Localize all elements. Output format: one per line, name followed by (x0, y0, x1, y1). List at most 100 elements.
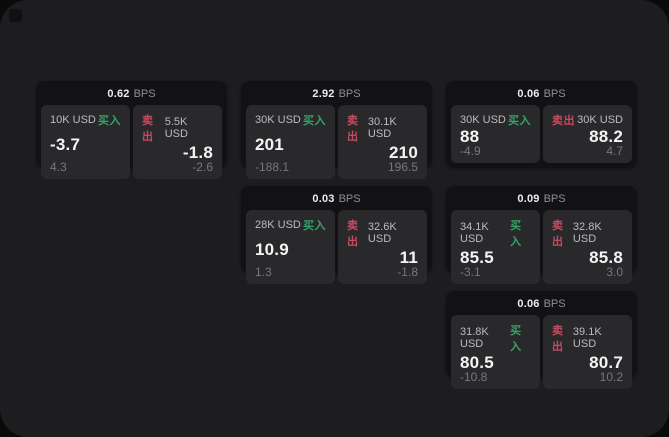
sell-size-label: 5.5K USD (164, 116, 188, 140)
tile-top: 卖出 39.1K USD (552, 322, 623, 354)
buy-badge: 买入 (510, 325, 522, 353)
tile-top: 28K USD 买入 (255, 217, 326, 233)
sell-size-label: 32.6K USD (367, 221, 397, 245)
spread-card: 0.03 BPS 28K USD 买入 10.9 1.3 卖出 32.6K US… (241, 186, 432, 284)
sell-badge: 卖出 (142, 115, 154, 143)
tile-top: 31.8K USD 买入 (460, 322, 531, 354)
sell-badge: 卖出 (552, 115, 575, 127)
spread-card: 0.09 BPS 34.1K USD 买入 85.5 -3.1 卖出 32.8K… (446, 186, 637, 284)
spread-card: 0.62 BPS 10K USD 买入 -3.7 4.3 卖出 5.5K USD… (36, 81, 227, 179)
sell-price: -1.8 (182, 143, 213, 162)
sell-tile[interactable]: 卖出 30.1K USD 210 196.5 (338, 105, 427, 179)
buy-size-label: 10K USD (50, 114, 96, 126)
buy-size-label: 28K USD (255, 219, 301, 231)
buy-price: 88 (460, 127, 480, 146)
bps-value: 2.92 (312, 88, 335, 100)
tile-row: 31.8K USD 买入 80.5 -10.8 卖出 39.1K USD 80.… (451, 315, 632, 389)
sell-size-label: 32.8K USD (572, 221, 602, 245)
buy-size-label: 34.1K USD (460, 221, 489, 245)
buy-tile[interactable]: 34.1K USD 买入 85.5 -3.1 (451, 210, 540, 284)
buy-tile[interactable]: 31.8K USD 买入 80.5 -10.8 (451, 315, 540, 389)
spread-card: 0.06 BPS 30K USD 买入 88 -4.9 卖出 30K USD 8… (446, 81, 637, 168)
bps-unit-label: BPS (338, 88, 361, 100)
bps-unit-label: BPS (543, 88, 566, 100)
tile-top: 卖出 30K USD (552, 112, 623, 128)
tile-row: 34.1K USD 买入 85.5 -3.1 卖出 32.8K USD 85.8… (451, 210, 632, 284)
card-header: 0.62 BPS (41, 85, 222, 103)
sell-size-label: 30.1K USD (367, 116, 397, 140)
tile-row: 28K USD 买入 10.9 1.3 卖出 32.6K USD 11 -1.8 (246, 210, 427, 284)
buy-price: 201 (255, 135, 284, 154)
buy-price: 85.5 (460, 248, 494, 267)
sell-sub-value: 4.7 (606, 144, 623, 158)
buy-tile[interactable]: 30K USD 买入 88 -4.9 (451, 105, 540, 163)
buy-badge: 买入 (508, 115, 531, 127)
sell-price: 85.8 (589, 248, 623, 267)
card-header: 0.06 BPS (451, 85, 632, 103)
tile-top: 卖出 32.8K USD (552, 217, 623, 249)
sell-tile[interactable]: 卖出 39.1K USD 80.7 10.2 (543, 315, 632, 389)
buy-tile[interactable]: 10K USD 买入 -3.7 4.3 (41, 105, 130, 179)
bps-value: 0.09 (517, 193, 540, 205)
sell-sub-value: -1.8 (397, 265, 418, 279)
sell-price: 11 (399, 248, 418, 267)
sell-price: 88.2 (589, 127, 623, 146)
tile-top: 卖出 30.1K USD (347, 112, 418, 144)
sell-sub-value: 196.5 (387, 160, 418, 174)
tile-top: 10K USD 买入 (50, 112, 121, 128)
tile-top: 30K USD 买入 (460, 112, 531, 128)
sell-price: 210 (389, 143, 418, 162)
bps-unit-label: BPS (338, 193, 361, 205)
sell-tile[interactable]: 卖出 32.8K USD 85.8 3.0 (543, 210, 632, 284)
sell-sub-value: -2.6 (192, 160, 213, 174)
sell-tile[interactable]: 卖出 5.5K USD -1.8 -2.6 (133, 105, 222, 179)
buy-badge: 买入 (510, 220, 522, 248)
tile-top: 34.1K USD 买入 (460, 217, 531, 249)
sell-size-label: 30K USD (577, 114, 623, 126)
sell-size-label: 39.1K USD (572, 326, 602, 350)
buy-size-label: 30K USD (255, 114, 301, 126)
bps-value: 0.06 (517, 298, 540, 310)
buy-sub-value: -10.8 (460, 370, 488, 384)
buy-size-label: 30K USD (460, 114, 506, 126)
bps-unit-label: BPS (543, 298, 566, 310)
buy-sub-value: -188.1 (255, 160, 290, 174)
buy-badge: 买入 (303, 220, 326, 232)
tile-top: 卖出 5.5K USD (142, 112, 213, 144)
sell-tile[interactable]: 卖出 32.6K USD 11 -1.8 (338, 210, 427, 284)
card-header: 0.03 BPS (246, 190, 427, 208)
buy-sub-value: -3.1 (460, 265, 481, 279)
sell-price: 80.7 (589, 353, 623, 372)
sell-sub-value: 3.0 (606, 265, 623, 279)
bps-unit-label: BPS (543, 193, 566, 205)
card-header: 0.09 BPS (451, 190, 632, 208)
tile-top: 30K USD 买入 (255, 112, 326, 128)
sell-sub-value: 10.2 (599, 370, 623, 384)
buy-sub-value: 4.3 (50, 160, 67, 174)
buy-sub-value: 1.3 (255, 265, 272, 279)
buy-price: -3.7 (50, 135, 81, 154)
sell-badge: 卖出 (347, 115, 359, 143)
sell-badge: 卖出 (552, 220, 564, 248)
tile-row: 30K USD 买入 88 -4.9 卖出 30K USD 88.2 4.7 (451, 105, 632, 163)
buy-price: 10.9 (255, 240, 289, 259)
card-header: 0.06 BPS (451, 295, 632, 313)
buy-tile[interactable]: 30K USD 买入 201 -188.1 (246, 105, 335, 179)
buy-sub-value: -4.9 (460, 144, 481, 158)
tile-row: 30K USD 买入 201 -188.1 卖出 30.1K USD 210 1… (246, 105, 427, 179)
buy-price: 80.5 (460, 353, 494, 372)
buy-size-label: 31.8K USD (460, 326, 489, 350)
bps-unit-label: BPS (133, 88, 156, 100)
sell-badge: 卖出 (347, 220, 359, 248)
tile-top: 卖出 32.6K USD (347, 217, 418, 249)
sell-tile[interactable]: 卖出 30K USD 88.2 4.7 (543, 105, 632, 163)
bps-value: 0.62 (107, 88, 130, 100)
bps-value: 0.03 (312, 193, 335, 205)
bps-value: 0.06 (517, 88, 540, 100)
spread-card: 2.92 BPS 30K USD 买入 201 -188.1 卖出 30.1K … (241, 81, 432, 179)
buy-badge: 买入 (98, 115, 121, 127)
buy-badge: 买入 (303, 115, 326, 127)
buy-tile[interactable]: 28K USD 买入 10.9 1.3 (246, 210, 335, 284)
card-header: 2.92 BPS (246, 85, 427, 103)
